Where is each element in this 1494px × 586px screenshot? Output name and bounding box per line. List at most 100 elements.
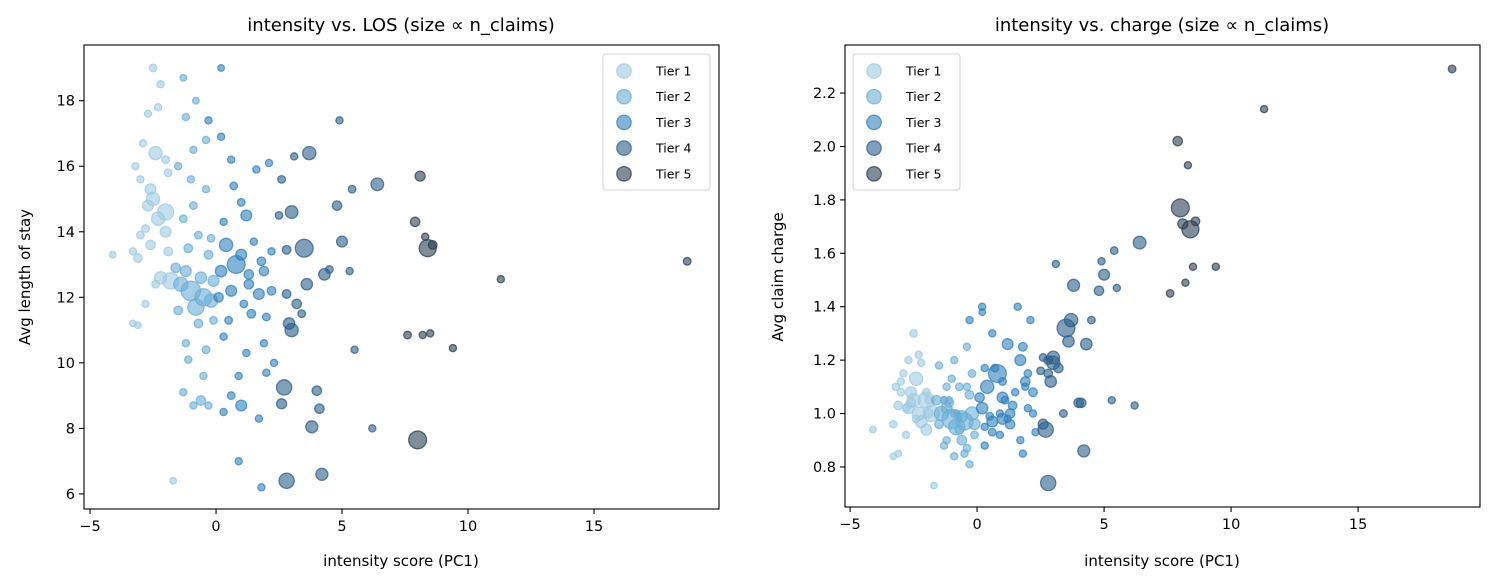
data-point-tier-5 — [1188, 262, 1198, 271]
data-point-tier-5 — [1190, 216, 1201, 227]
data-point-tier-3 — [252, 165, 261, 174]
data-point-tier-4 — [1079, 337, 1093, 351]
data-point-tier-4 — [1107, 395, 1116, 405]
data-point-tier-4 — [345, 266, 354, 276]
y-tick-label: 16 — [57, 159, 75, 175]
data-point-tier-3 — [1010, 387, 1020, 397]
data-point-tier-4 — [335, 116, 344, 125]
charge-y-axis-label: Avg claim charge — [769, 212, 787, 341]
data-point-tier-2 — [970, 430, 979, 440]
data-point-tier-3 — [256, 256, 267, 267]
data-point-tier-2 — [186, 175, 196, 184]
data-point-tier-1 — [909, 328, 919, 338]
data-point-tier-1 — [133, 321, 142, 330]
data-point-tier-3 — [987, 427, 997, 437]
data-point-tier-2 — [967, 369, 977, 378]
data-point-tier-3 — [257, 483, 266, 492]
data-point-tier-3 — [243, 278, 255, 290]
data-point-tier-1 — [153, 103, 163, 112]
data-point-tier-3 — [249, 237, 259, 246]
data-point-tier-3 — [243, 269, 255, 280]
data-point-tier-2 — [181, 112, 191, 122]
data-point-tier-4 — [284, 205, 299, 220]
y-tick-label: 2.0 — [813, 139, 836, 155]
data-point-tier-1 — [132, 253, 143, 263]
y-tick-label: 1.8 — [813, 193, 836, 209]
data-point-tier-2 — [934, 361, 944, 370]
charge-legend: Tier 1 Tier 2 Tier 3 Tier 4 Tier 5 — [852, 53, 961, 191]
y-tick-label: 6 — [66, 487, 75, 503]
data-point-tier-5 — [1259, 104, 1269, 114]
data-point-tier-1 — [148, 145, 163, 161]
data-point-tier-3 — [226, 391, 236, 401]
data-point-tier-5 — [418, 330, 427, 340]
data-point-tier-4 — [297, 309, 307, 319]
data-point-tier-4 — [281, 289, 292, 299]
data-point-tier-4 — [1062, 335, 1075, 348]
data-point-tier-1 — [868, 425, 877, 434]
data-point-tier-5 — [425, 329, 435, 338]
data-point-tier-2 — [964, 389, 975, 400]
charge-x-axis-label: intensity score (PC1) — [1084, 552, 1240, 570]
data-point-tier-3 — [980, 363, 989, 373]
data-point-tier-5 — [496, 275, 506, 284]
data-point-tier-3 — [216, 132, 226, 142]
legend-box — [602, 53, 711, 191]
data-point-tier-3 — [990, 363, 1000, 373]
data-point-tier-3 — [234, 371, 243, 381]
data-point-tier-1 — [901, 403, 911, 413]
data-point-tier-2 — [189, 401, 198, 410]
data-point-tier-1 — [150, 211, 166, 226]
x-tick-label: −5 — [839, 517, 860, 533]
data-point-tier-4 — [368, 424, 377, 433]
data-point-tier-1 — [151, 279, 161, 289]
data-point-tier-2 — [934, 419, 944, 430]
data-point-tier-1 — [899, 369, 908, 378]
data-point-tier-4 — [1086, 315, 1096, 325]
data-point-tier-5 — [1177, 218, 1189, 230]
data-point-tier-4 — [300, 277, 314, 291]
data-point-tier-1 — [138, 139, 148, 148]
data-point-tier-3 — [213, 291, 224, 303]
data-point-tier-2 — [939, 441, 949, 450]
data-point-tier-1 — [161, 155, 171, 165]
data-point-tier-4 — [1053, 362, 1064, 374]
data-point-tier-2 — [962, 382, 972, 392]
data-point-tier-4 — [1109, 246, 1119, 256]
data-point-tier-2 — [954, 382, 964, 392]
data-point-tier-1 — [159, 225, 172, 238]
legend-marker-tier-4 — [866, 140, 882, 156]
data-point-tier-3 — [217, 63, 226, 72]
data-point-tier-2 — [203, 249, 214, 260]
data-point-tier-4 — [1077, 444, 1091, 458]
data-point-tier-3 — [225, 284, 238, 297]
data-point-tier-3 — [246, 308, 257, 319]
data-point-tier-5 — [403, 330, 412, 340]
charge-axes-frame — [844, 44, 1481, 508]
data-point-tier-3 — [254, 414, 264, 423]
x-tick-label: 0 — [972, 517, 981, 533]
data-point-tier-2 — [173, 305, 184, 316]
data-point-tier-5 — [1181, 278, 1190, 287]
data-point-tier-4 — [305, 420, 319, 434]
data-point-tier-1 — [891, 382, 901, 392]
data-point-tier-3 — [262, 368, 271, 377]
data-point-tier-3 — [1023, 369, 1033, 378]
data-point-tier-1 — [163, 246, 174, 257]
data-point-tier-4 — [1043, 355, 1054, 366]
data-point-tier-3 — [226, 155, 236, 164]
data-point-tier-3 — [264, 158, 274, 168]
data-point-tier-4 — [1130, 401, 1139, 410]
data-point-tier-5 — [1183, 160, 1193, 170]
data-point-tier-3 — [258, 265, 270, 277]
data-point-tier-2 — [179, 388, 188, 397]
data-point-tier-1 — [914, 350, 923, 360]
data-point-tier-4 — [274, 210, 284, 220]
charge-scatter-panel: intensity vs. charge (size ∝ n_claims) i… — [769, 15, 1481, 570]
data-point-tier-3 — [219, 217, 228, 227]
data-point-tier-4 — [282, 317, 296, 330]
data-point-tier-1 — [156, 80, 165, 89]
data-point-tier-2 — [193, 230, 203, 240]
y-tick-label: 2.2 — [813, 86, 836, 102]
data-point-tier-3 — [1023, 403, 1033, 413]
